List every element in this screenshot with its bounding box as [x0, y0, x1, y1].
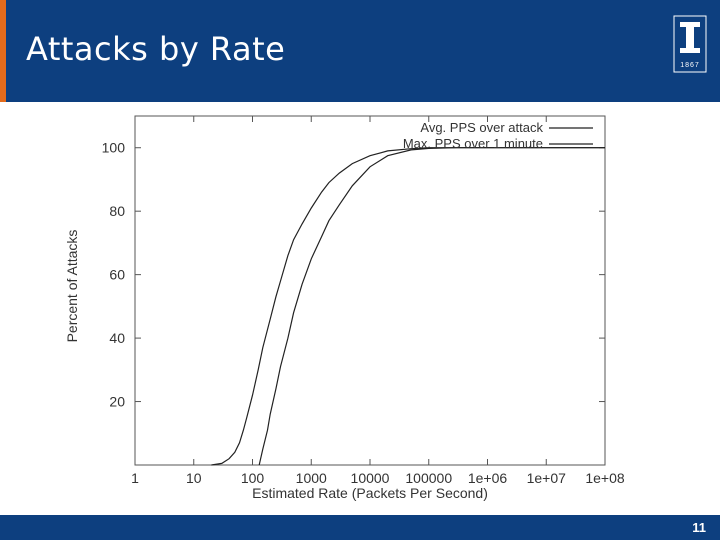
x-tick-label: 1e+06 [468, 470, 508, 486]
y-tick-label: 60 [109, 267, 125, 283]
x-tick-label: 1 [131, 470, 139, 486]
x-tick-label: 1e+07 [527, 470, 567, 486]
x-tick-label: 1000 [296, 470, 327, 486]
logo-year: 1867 [680, 62, 700, 69]
y-tick-label: 40 [109, 330, 125, 346]
y-tick-label: 80 [109, 203, 125, 219]
slide-footer: 11 [0, 515, 720, 540]
x-tick-label: 10000 [351, 470, 390, 486]
series-line-1 [211, 147, 605, 466]
attacks-rate-chart: 20 40 60 80 100 1 10 100 1000 10000 100000 1e+06 1e… [64, 115, 625, 501]
slide-title: Attacks by Rate [26, 30, 286, 68]
x-axis-title: Estimated Rate (Packets Per Second) [252, 485, 488, 501]
x-axis-ticks: 1 10 100 1000 10000 100000 1e+06 1e+07 1e+08 [131, 116, 625, 486]
x-tick-label: 1e+08 [585, 470, 625, 486]
page-number: 11 [692, 520, 706, 535]
slide-header: Attacks by Rate 1867 [0, 0, 720, 102]
x-tick-label: 10 [186, 470, 202, 486]
y-axis-ticks: 20 40 60 80 100 [102, 140, 605, 410]
university-logo-icon: 1867 [673, 15, 707, 73]
x-tick-label: 100000 [405, 470, 452, 486]
legend-label-1: Avg. PPS over attack [420, 120, 543, 135]
y-axis-title: Percent of Attacks [64, 230, 80, 343]
series-lines [211, 147, 605, 466]
series-line-2 [258, 147, 605, 466]
legend-label-2: Max. PPS over 1 minute [403, 136, 543, 151]
y-tick-label: 20 [109, 394, 125, 410]
x-tick-label: 100 [241, 470, 265, 486]
plot-frame [134, 115, 606, 466]
y-tick-label: 100 [102, 140, 126, 156]
header-accent-bar [0, 0, 6, 102]
